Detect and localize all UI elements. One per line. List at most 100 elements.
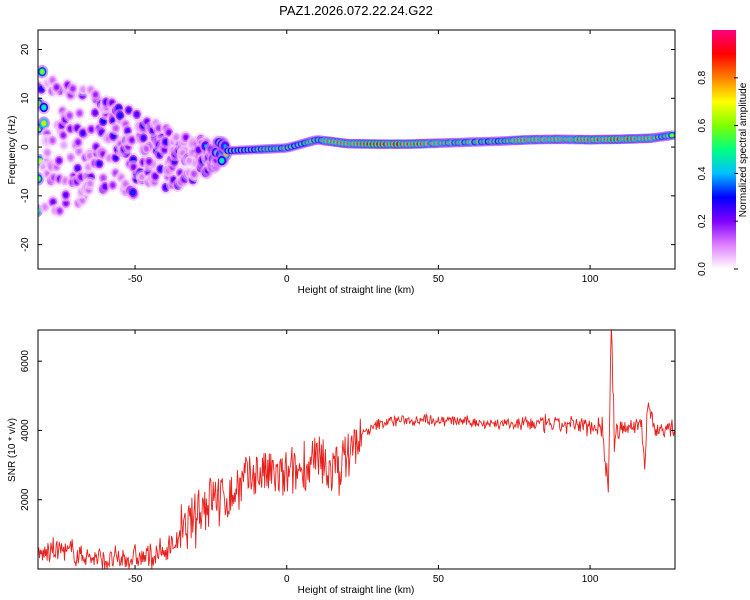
snr-x-tick-label: 100 bbox=[582, 574, 599, 585]
spectrogram-y-tick-label: -20 bbox=[20, 237, 31, 252]
snr-x-tick-label: 50 bbox=[433, 574, 445, 585]
spectrogram-cell bbox=[158, 167, 163, 171]
colorbar-ticks: 0.0 0.2 0.4 0.6 0.8 bbox=[697, 70, 738, 276]
spectrogram-cell bbox=[93, 110, 97, 115]
spectrogram-cell bbox=[88, 181, 92, 186]
snr-x-ticks: -50 0 50 100 bbox=[128, 330, 599, 585]
colorbar-tick-label: 0.8 bbox=[697, 70, 708, 84]
spectrogram-cell bbox=[45, 150, 49, 155]
spectrogram-cell bbox=[101, 152, 105, 156]
spectrogram-frame bbox=[37, 29, 676, 270]
spectrogram-cell bbox=[156, 126, 161, 130]
spectrogram-cell bbox=[131, 165, 136, 169]
spectrogram-y-ticks: -20 -10 0 10 20 bbox=[20, 44, 675, 252]
spectrogram-cell bbox=[187, 158, 191, 163]
spectrogram-cell bbox=[196, 148, 201, 152]
spectrogram-cell bbox=[126, 129, 130, 133]
colorbar-tick-label: 0.2 bbox=[697, 214, 708, 228]
snr-x-label: Height of straight line (km) bbox=[298, 585, 415, 596]
spectrogram-cell bbox=[101, 119, 105, 124]
spectrogram-cell bbox=[103, 184, 107, 189]
spectrogram-cell bbox=[76, 166, 80, 171]
spectrogram-cell bbox=[42, 105, 46, 110]
spectrogram-cell bbox=[130, 138, 134, 142]
spectrogram-cell bbox=[43, 205, 47, 209]
spectrogram-cell bbox=[86, 165, 90, 169]
spectrogram-cell bbox=[670, 133, 674, 137]
spectrogram-cell bbox=[55, 85, 59, 90]
spectrogram-cell bbox=[77, 111, 82, 116]
spectrogram-cell bbox=[140, 175, 144, 179]
spectrogram-y-tick-label: -10 bbox=[20, 188, 31, 203]
spectrogram-cell bbox=[50, 138, 55, 143]
spectrogram-cell bbox=[147, 159, 151, 164]
snr-y-tick-label: 2000 bbox=[20, 488, 31, 511]
spectrogram-y-tick-label: 10 bbox=[20, 92, 31, 104]
spectrogram-cell bbox=[164, 140, 168, 144]
snr-y-label: SNR (10 * v/v) bbox=[7, 418, 18, 482]
spectrogram-cell bbox=[167, 130, 171, 135]
spectrogram-cell bbox=[114, 155, 118, 160]
spectrogram-cell bbox=[111, 118, 115, 123]
spectrogram-cell bbox=[64, 201, 68, 206]
spectrogram-cell bbox=[67, 113, 72, 118]
snr-x-tick-label: -50 bbox=[128, 574, 143, 585]
spectrogram-cell bbox=[141, 136, 146, 140]
snr-x-tick-label: 0 bbox=[284, 574, 290, 585]
snr-series-line bbox=[38, 330, 675, 569]
figure-title: PAZ1.2026.072.22.24.G22 bbox=[279, 3, 433, 18]
spectrogram-cell bbox=[88, 154, 92, 158]
spectrogram-cell bbox=[114, 126, 118, 131]
spectrogram-cell bbox=[94, 145, 98, 149]
spectrogram-cell bbox=[58, 209, 62, 213]
spectrogram-cell bbox=[118, 113, 122, 118]
spectrogram-cell bbox=[127, 108, 131, 113]
spectrogram-cell bbox=[71, 86, 75, 91]
spectrogram-x-tick-label: 50 bbox=[433, 274, 445, 285]
spectrogram-cell bbox=[38, 207, 40, 214]
spectrogram-cell bbox=[123, 182, 128, 186]
spectrogram-cell bbox=[81, 87, 85, 92]
spectrogram-cell bbox=[93, 92, 98, 97]
spectrogram-cell bbox=[220, 158, 224, 163]
spectrogram-cell bbox=[80, 198, 84, 203]
spectrogram-cell bbox=[61, 133, 65, 137]
spectrogram-cell bbox=[77, 149, 81, 154]
spectrogram-cell bbox=[40, 69, 44, 74]
colorbar-label: Normalized spectral amplitude bbox=[738, 82, 749, 217]
spectrogram-cell bbox=[97, 161, 101, 166]
spectrogram-cell bbox=[62, 143, 66, 147]
spectrogram-cell bbox=[162, 148, 167, 152]
spectrogram-cell bbox=[184, 135, 188, 140]
spectrogram-y-label: Frequency (Hz) bbox=[7, 116, 18, 185]
spectrogram-cell bbox=[192, 172, 196, 176]
colorbar-tick-label: 0.4 bbox=[697, 166, 708, 180]
colorbar: 0.0 0.2 0.4 0.6 0.8 Normalized spectral ampl… bbox=[697, 30, 749, 276]
spectrogram-heatmap bbox=[38, 64, 675, 218]
spectrogram-x-label: Height of straight line (km) bbox=[298, 285, 415, 296]
spectrogram-cell bbox=[144, 146, 148, 151]
spectrogram-x-tick-label: 0 bbox=[284, 274, 290, 285]
spectrogram-cell bbox=[51, 200, 55, 204]
spectrogram-cell bbox=[174, 135, 178, 140]
spectrogram-cell bbox=[64, 193, 68, 197]
spectrogram-cell bbox=[89, 127, 93, 132]
spectrogram-cell bbox=[101, 176, 105, 180]
colorbar-tick-label: 0.0 bbox=[697, 262, 708, 276]
spectrogram-y-tick-label: 20 bbox=[20, 44, 31, 56]
spectrogram-x-ticks: -50 0 50 100 bbox=[128, 30, 599, 285]
snr-panel: -50 0 50 100 2000 4000 6000 Height of straigh… bbox=[7, 329, 676, 596]
spectrogram-x-tick-label: 100 bbox=[582, 274, 599, 285]
spectrogram-panel: -50 0 50 100 -20 -10 0 10 20 Height of straight… bbox=[7, 29, 676, 296]
snr-y-tick-label: 4000 bbox=[20, 419, 31, 442]
snr-y-tick-label: 6000 bbox=[20, 350, 31, 373]
spectrogram-cell bbox=[153, 174, 157, 178]
spectrogram-cell bbox=[131, 190, 135, 195]
spectrogram-cell bbox=[39, 87, 44, 91]
spectrogram-cell bbox=[69, 155, 73, 160]
spectrogram-cell bbox=[111, 134, 115, 138]
spectrogram-cell bbox=[41, 165, 46, 169]
spectrogram-cell bbox=[76, 140, 80, 145]
spectrogram-x-tick-label: -50 bbox=[128, 274, 143, 285]
